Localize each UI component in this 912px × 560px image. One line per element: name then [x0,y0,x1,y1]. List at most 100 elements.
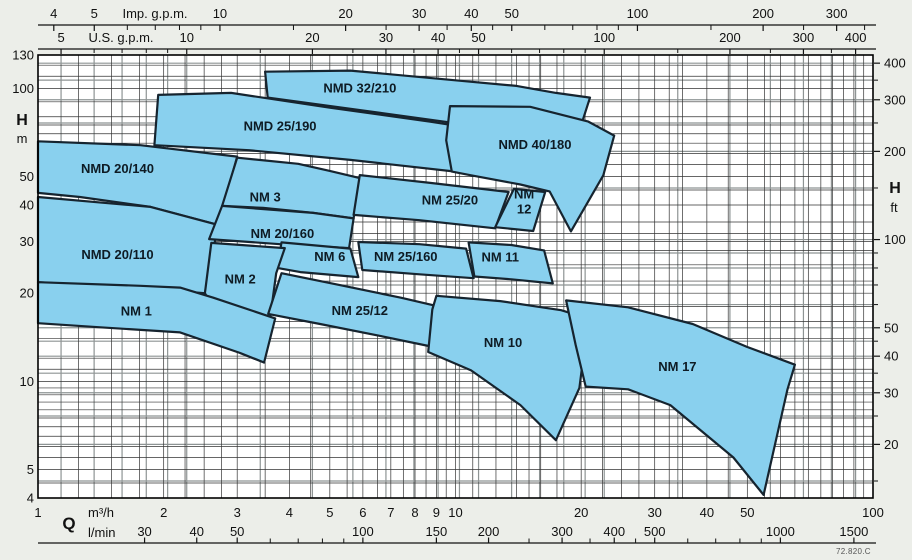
pump-label-nm-25-20: NM 25/20 [422,192,478,207]
h-left-title: H [16,112,28,129]
us-gpm-axis-title: U.S. g.p.m. [88,30,153,45]
svg-text:30: 30 [884,385,898,400]
pump-label-nm-2: NM 2 [225,271,256,286]
svg-text:5: 5 [91,6,98,21]
pump-label-nm-25-160: NM 25/160 [374,249,438,264]
svg-text:40: 40 [190,524,204,539]
pump-label-nm-17: NM 17 [658,359,696,374]
svg-text:40: 40 [431,30,445,45]
svg-text:50: 50 [884,320,898,335]
svg-text:4: 4 [286,505,293,520]
axis-h-m: 4 5 10 20 30 40 50 100 130 Hm [12,48,34,506]
svg-text:400: 400 [603,524,625,539]
svg-text:200: 200 [478,524,500,539]
svg-text:300: 300 [793,30,815,45]
pump-region-nm-12 [494,187,547,233]
axis-us-gpm: 5 10 20 30 40 50 100 200 300 400 U.S. g.p.m. [38,30,876,54]
svg-text:30: 30 [20,234,34,249]
h-right-title: H [889,180,901,197]
svg-text:50: 50 [471,30,485,45]
svg-text:50: 50 [505,6,519,21]
svg-text:5: 5 [326,505,333,520]
pump-region-nm-11 [467,241,554,285]
m-unit-label: m [17,131,28,146]
svg-text:300: 300 [551,524,573,539]
svg-text:100: 100 [884,232,906,247]
pump-label-nm-12: 12 [517,201,531,216]
svg-text:150: 150 [426,524,448,539]
svg-text:100: 100 [862,505,884,520]
svg-text:500: 500 [644,524,666,539]
pump-region-nm-17 [564,299,797,496]
svg-text:40: 40 [464,6,478,21]
pump-label-nmd-32-210: NMD 32/210 [323,80,396,95]
svg-text:9: 9 [433,505,440,520]
pump-label-nm-20-160: NM 20/160 [251,226,315,241]
axis-q-lmin: 30 40 50 100 150 200 300 400 500 1000 1500 l/min [38,524,876,544]
pump-region-nm-10 [427,294,590,442]
svg-text:30: 30 [412,6,426,21]
svg-text:200: 200 [719,30,741,45]
svg-text:10: 10 [20,374,34,389]
svg-text:20: 20 [884,437,898,452]
svg-text:130: 130 [12,48,34,63]
imp-gpm-axis-title: Imp. g.p.m. [122,6,187,21]
svg-text:50: 50 [20,169,34,184]
svg-text:20: 20 [338,6,352,21]
axis-h-ft: 20 30 40 50 100 200 300 400 Hft [874,56,906,482]
pump-label-nm-6: NM 6 [314,249,345,264]
svg-text:5: 5 [27,462,34,477]
svg-text:10: 10 [180,30,194,45]
svg-text:7: 7 [387,505,394,520]
svg-text:300: 300 [826,6,848,21]
svg-text:4: 4 [27,491,34,506]
pump-label-nm-1: NM 1 [121,304,152,319]
q-axis-title: Q [62,514,75,533]
svg-text:1000: 1000 [766,524,795,539]
svg-text:100: 100 [12,81,34,96]
svg-text:400: 400 [884,56,906,71]
svg-text:4: 4 [50,6,57,21]
pump-label-nmd-20-110: NMD 20/110 [81,247,153,262]
plot-border [37,54,874,499]
svg-text:3: 3 [234,505,241,520]
ft-unit-label: ft [890,200,898,215]
pump-label-nmd-25-190: NMD 25/190 [244,119,317,134]
svg-text:5: 5 [57,30,64,45]
pump-region-nm-25-160 [357,240,475,280]
svg-text:8: 8 [411,505,418,520]
svg-text:100: 100 [593,30,615,45]
pump-region-nm-1 [36,281,277,364]
svg-text:50: 50 [230,524,244,539]
svg-text:1: 1 [34,505,41,520]
pump-label-nm-12: NM [514,186,534,201]
svg-text:40: 40 [20,197,34,212]
pump-regions: NMD 32/210 NMD 25/190 NMD 40/180 NMD 20/140… [36,69,797,496]
svg-text:20: 20 [574,505,588,520]
svg-text:30: 30 [137,524,151,539]
pump-label-nm-25-12: NM 25/12 [332,303,388,318]
axis-q-m3h: 1 2 3 4 5 6 7 8 9 10 20 30 40 50 100 Qm³/h [34,505,883,533]
svg-text:20: 20 [305,30,319,45]
svg-text:100: 100 [627,6,649,21]
svg-text:20: 20 [20,286,34,301]
pump-label-nmd-40-180: NMD 40/180 [498,137,571,152]
svg-text:10: 10 [448,505,462,520]
pump-label-nm-3: NM 3 [250,189,281,204]
pump-label-nmd-20-140: NMD 20/140 [81,161,154,176]
svg-text:30: 30 [379,30,393,45]
svg-text:300: 300 [884,92,906,107]
svg-text:2: 2 [160,505,167,520]
svg-text:10: 10 [213,6,227,21]
svg-text:6: 6 [359,505,366,520]
svg-text:100: 100 [352,524,374,539]
svg-text:40: 40 [700,505,714,520]
svg-text:1500: 1500 [839,524,868,539]
svg-text:200: 200 [752,6,774,21]
axis-imp-gpm: 4 5 10 20 30 40 50 100 200 300 Imp. g.p.m. [38,6,876,31]
svg-text:200: 200 [884,144,906,159]
svg-text:30: 30 [647,505,661,520]
lmin-unit-label: l/min [88,525,115,540]
